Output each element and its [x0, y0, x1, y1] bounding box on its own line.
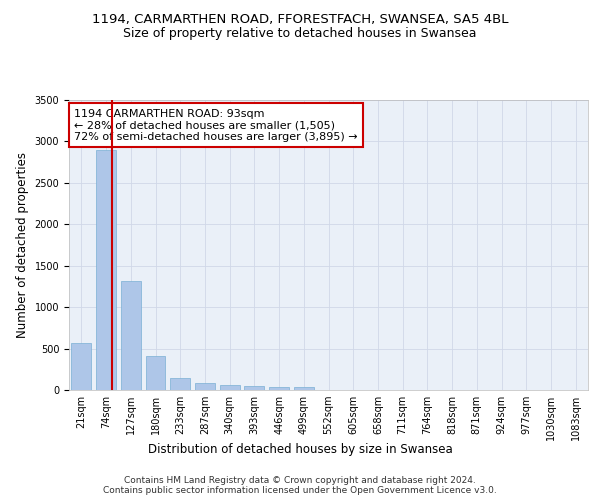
Bar	[269, 386, 289, 390]
Bar	[96, 150, 116, 390]
Text: Contains HM Land Registry data © Crown copyright and database right 2024.
Contai: Contains HM Land Registry data © Crown c…	[103, 476, 497, 495]
Text: Distribution of detached houses by size in Swansea: Distribution of detached houses by size …	[148, 442, 452, 456]
Bar	[220, 386, 239, 390]
Bar	[294, 387, 314, 390]
Text: 1194 CARMARTHEN ROAD: 93sqm
← 28% of detached houses are smaller (1,505)
72% of : 1194 CARMARTHEN ROAD: 93sqm ← 28% of det…	[74, 108, 358, 142]
Bar	[146, 356, 166, 390]
Bar	[121, 282, 140, 390]
Bar	[71, 343, 91, 390]
Bar	[195, 384, 215, 390]
Bar	[170, 378, 190, 390]
Text: Size of property relative to detached houses in Swansea: Size of property relative to detached ho…	[123, 28, 477, 40]
Text: 1194, CARMARTHEN ROAD, FFORESTFACH, SWANSEA, SA5 4BL: 1194, CARMARTHEN ROAD, FFORESTFACH, SWAN…	[92, 12, 508, 26]
Bar	[244, 386, 264, 390]
Y-axis label: Number of detached properties: Number of detached properties	[16, 152, 29, 338]
